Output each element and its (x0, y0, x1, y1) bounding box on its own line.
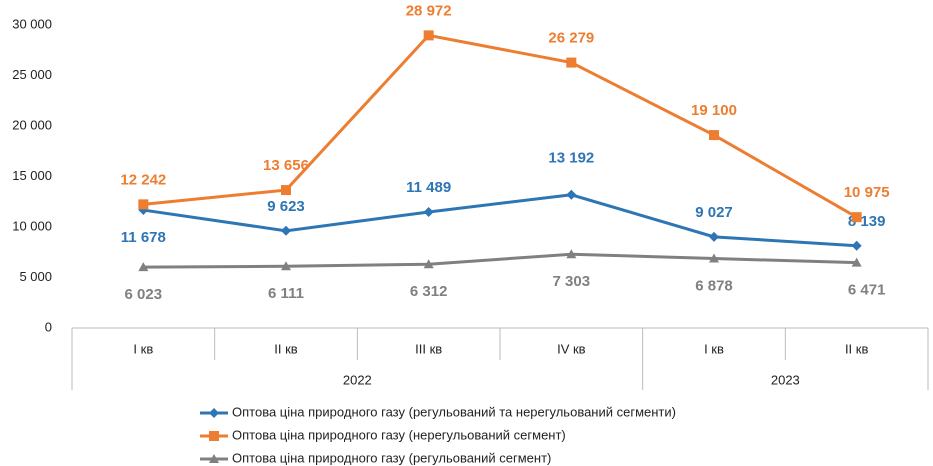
marker (281, 261, 291, 271)
data-label: 6 878 (695, 278, 733, 295)
x-tick-label: I кв (133, 341, 153, 356)
marker (566, 249, 577, 259)
series-line (143, 193, 857, 248)
data-label: 9 027 (695, 204, 733, 221)
marker (281, 185, 291, 196)
marker (851, 257, 862, 267)
marker (209, 454, 219, 463)
data-label: 13 656 (263, 157, 309, 174)
data-label: 9 623 (267, 198, 305, 215)
y-tick-label: 10 000 (12, 218, 52, 233)
y-tick-label: 15 000 (12, 168, 52, 183)
x-tick-label: II кв (845, 341, 869, 356)
legend-label: Оптова ціна природного газу (нерегульова… (232, 427, 566, 442)
marker (423, 259, 434, 269)
data-label: 6 111 (268, 285, 304, 302)
series-line (143, 252, 857, 269)
x-tick-label: IV кв (557, 341, 586, 356)
data-label: 6 471 (848, 282, 886, 299)
marker (138, 199, 149, 210)
data-label: 19 100 (691, 102, 737, 119)
year-label: 2022 (343, 372, 372, 387)
marker (209, 408, 219, 418)
legend-label: Оптова ціна природного газу (регульовани… (232, 404, 676, 419)
marker (209, 431, 219, 441)
marker (566, 57, 577, 68)
year-label: 2023 (771, 372, 800, 387)
y-tick-label: 30 000 (12, 16, 52, 31)
data-label: 11 678 (121, 229, 166, 246)
marker (709, 231, 719, 242)
x-tick-label: I кв (704, 341, 724, 356)
marker (423, 206, 434, 217)
x-tick-label: II кв (274, 341, 298, 356)
marker (281, 225, 291, 236)
marker (138, 262, 149, 272)
data-label: 26 279 (548, 30, 594, 47)
marker (423, 30, 434, 41)
y-tick-label: 0 (45, 319, 52, 334)
series-line (143, 33, 858, 219)
data-label: 6 023 (125, 286, 163, 303)
y-tick-label: 20 000 (12, 117, 52, 132)
legend-label: Оптова ціна природного газу (регульовани… (232, 450, 551, 465)
x-tick-label: III кв (415, 341, 442, 356)
marker (851, 212, 862, 223)
marker (566, 189, 577, 200)
marker (851, 240, 862, 251)
data-label: 11 489 (406, 179, 451, 196)
data-label: 12 242 (120, 171, 166, 188)
data-label: 10 975 (844, 184, 890, 201)
marker (709, 253, 719, 263)
data-label: 7 303 (553, 273, 591, 290)
y-tick-label: 5 000 (19, 269, 52, 284)
marker (709, 130, 719, 141)
data-label: 13 192 (548, 150, 594, 167)
y-tick-label: 25 000 (12, 67, 52, 82)
data-label: 6 312 (410, 283, 448, 300)
data-label: 28 972 (406, 2, 452, 19)
